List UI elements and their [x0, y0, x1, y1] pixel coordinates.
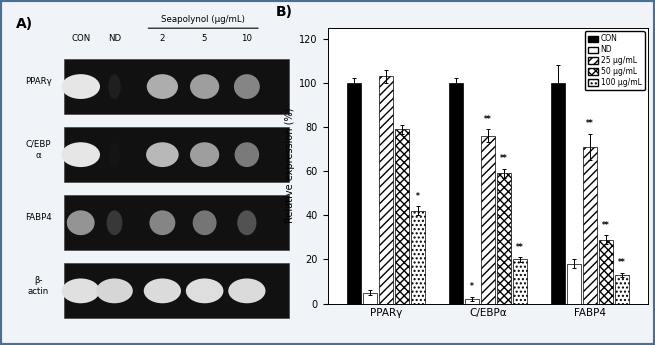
- Text: *: *: [416, 192, 420, 201]
- Ellipse shape: [62, 278, 100, 303]
- Ellipse shape: [193, 210, 217, 235]
- Ellipse shape: [96, 278, 133, 303]
- Text: **: **: [516, 243, 524, 252]
- Bar: [551, 83, 565, 304]
- Y-axis label: Relative expression (%): Relative expression (%): [285, 108, 295, 223]
- Text: ND: ND: [108, 34, 121, 43]
- Ellipse shape: [237, 210, 257, 235]
- Bar: [465, 299, 479, 304]
- Ellipse shape: [67, 210, 94, 235]
- Ellipse shape: [147, 74, 178, 99]
- FancyBboxPatch shape: [64, 263, 289, 318]
- Ellipse shape: [234, 74, 260, 99]
- Ellipse shape: [108, 74, 121, 99]
- Bar: [583, 147, 597, 304]
- Bar: [513, 259, 527, 304]
- Text: A): A): [16, 17, 33, 31]
- Ellipse shape: [190, 142, 219, 167]
- Bar: [379, 76, 393, 304]
- Ellipse shape: [186, 278, 223, 303]
- Ellipse shape: [149, 210, 176, 235]
- Bar: [481, 136, 495, 304]
- Text: B): B): [276, 5, 293, 19]
- Text: FABP4: FABP4: [25, 214, 52, 223]
- Bar: [449, 83, 463, 304]
- Text: β-
actin: β- actin: [28, 276, 49, 296]
- Text: 2: 2: [160, 34, 165, 43]
- Bar: [567, 264, 581, 304]
- Legend: CON, ND, 25 μg/mL, 50 μg/mL, 100 μg/mL: CON, ND, 25 μg/mL, 50 μg/mL, 100 μg/mL: [585, 31, 645, 90]
- Text: **: **: [484, 115, 492, 124]
- Bar: [395, 129, 409, 304]
- Bar: [363, 293, 377, 304]
- Bar: [411, 211, 425, 304]
- FancyBboxPatch shape: [64, 59, 289, 114]
- Text: **: **: [618, 258, 626, 267]
- Ellipse shape: [107, 210, 122, 235]
- Bar: [599, 239, 613, 304]
- Bar: [496, 173, 511, 304]
- Ellipse shape: [143, 278, 181, 303]
- Text: **: **: [586, 119, 594, 128]
- Ellipse shape: [190, 74, 219, 99]
- Ellipse shape: [146, 142, 179, 167]
- Bar: [615, 275, 629, 304]
- Text: 10: 10: [242, 34, 252, 43]
- Text: C/EBP
α: C/EBP α: [26, 140, 51, 160]
- Text: *: *: [470, 283, 474, 292]
- Text: Seapolynol (μg/mL): Seapolynol (μg/mL): [161, 15, 245, 24]
- Ellipse shape: [234, 142, 259, 167]
- Text: **: **: [602, 221, 610, 230]
- FancyBboxPatch shape: [64, 195, 289, 250]
- Text: PPARγ: PPARγ: [25, 77, 52, 86]
- Text: **: **: [500, 155, 508, 164]
- FancyBboxPatch shape: [64, 127, 289, 182]
- Ellipse shape: [109, 142, 120, 167]
- Text: 5: 5: [202, 34, 208, 43]
- Ellipse shape: [228, 278, 265, 303]
- Ellipse shape: [62, 74, 100, 99]
- Bar: [346, 83, 361, 304]
- Text: CON: CON: [71, 34, 90, 43]
- Ellipse shape: [62, 142, 100, 167]
